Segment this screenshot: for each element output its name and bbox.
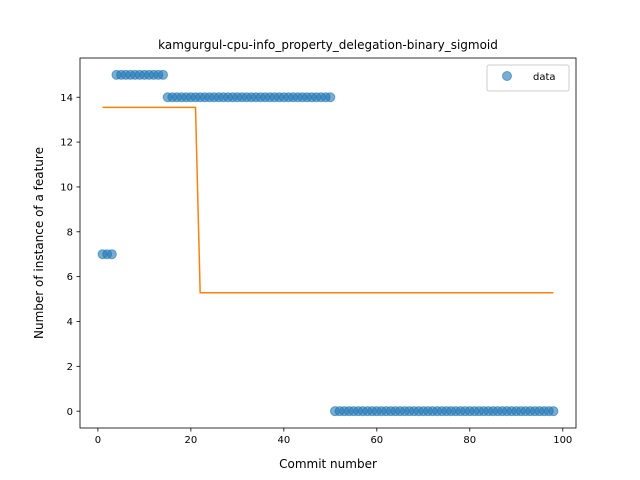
- y-tick-label: 6: [67, 272, 73, 283]
- y-axis-label: Number of instance of a feature: [32, 147, 46, 339]
- data-point: [326, 93, 335, 102]
- x-tick-label: 100: [553, 435, 572, 446]
- y-tick-label: 8: [67, 227, 73, 238]
- legend-label-data: data: [533, 72, 556, 83]
- y-tick-label: 0: [67, 407, 73, 418]
- chart-title: kamgurgul-cpu-info_property_delegation-b…: [158, 38, 498, 52]
- y-tick-label: 2: [67, 362, 73, 373]
- data-point: [158, 70, 167, 79]
- legend: data: [487, 65, 569, 91]
- y-tick-label: 14: [60, 93, 73, 104]
- x-tick-label: 40: [277, 435, 290, 446]
- legend-marker-data: [503, 72, 512, 81]
- x-tick-label: 0: [95, 435, 101, 446]
- x-tick-label: 80: [463, 435, 476, 446]
- data-point: [107, 250, 116, 259]
- y-tick-label: 10: [60, 183, 73, 194]
- legend-box: [487, 65, 569, 91]
- x-tick-label: 60: [370, 435, 383, 446]
- data-point: [549, 407, 558, 416]
- x-tick-label: 20: [185, 435, 198, 446]
- y-tick-label: 12: [60, 138, 73, 149]
- x-axis-label: Commit number: [279, 457, 377, 471]
- y-tick-label: 4: [67, 317, 73, 328]
